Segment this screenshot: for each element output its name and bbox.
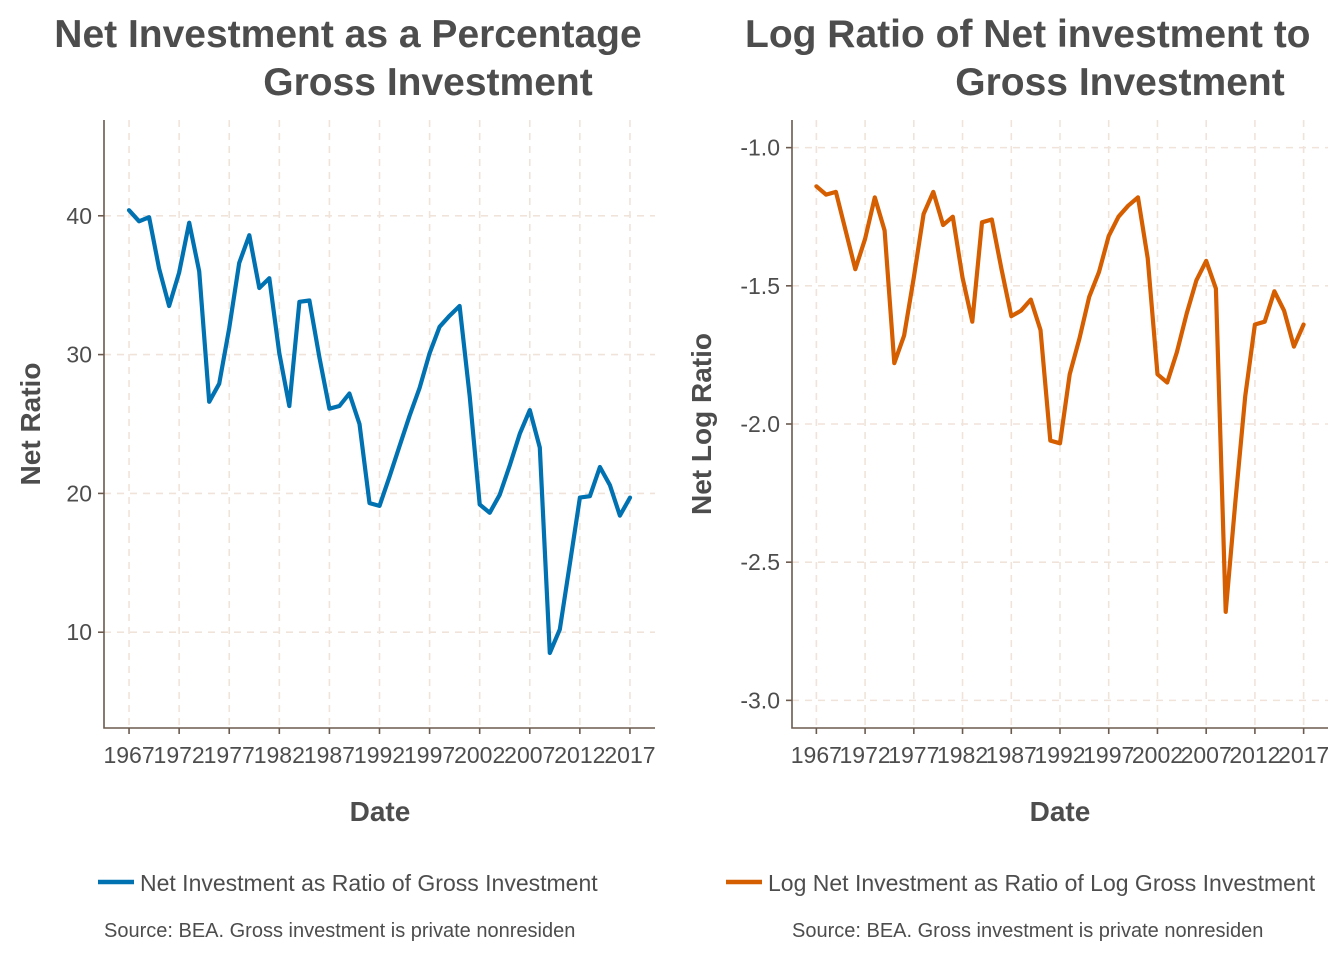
x-tick-label: 1967 (791, 742, 842, 768)
right-legend-label: Log Net Investment as Ratio of Log Gross… (768, 870, 1316, 896)
x-tick-label: 1972 (154, 742, 205, 768)
right-chart-title-line2: Gross Investment (955, 61, 1284, 104)
x-tick-label: 2007 (1181, 742, 1232, 768)
x-tick-label: 1987 (304, 742, 355, 768)
y-tick-label: 20 (66, 480, 92, 506)
x-tick-label: 2012 (1229, 742, 1280, 768)
x-tick-label: 1982 (254, 742, 305, 768)
y-tick-label: -1.5 (740, 273, 780, 299)
left-y-ticks: 10 20 30 40 (66, 203, 104, 645)
right-x-ticks: 1967197219771982198719921997200220072012… (791, 728, 1329, 768)
y-tick-label: -1.0 (740, 135, 780, 161)
left-series-line (126, 208, 633, 656)
x-tick-label: 1992 (354, 742, 405, 768)
right-y-axis-title: Net Log Ratio (686, 333, 717, 515)
x-tick-label: 1972 (840, 742, 891, 768)
y-tick-label: -2.5 (740, 549, 780, 575)
right-y-ticks: -3.0 -2.5 -2.0 -1.5 -1.0 (740, 135, 792, 713)
y-tick-label: -2.0 (740, 411, 780, 437)
right-grid (792, 120, 1328, 728)
left-panel: Net Investment as a Percentage Gross Inv… (15, 13, 656, 942)
y-tick-label: 40 (66, 203, 92, 229)
x-tick-label: 1992 (1034, 742, 1085, 768)
x-tick-label: 1982 (937, 742, 988, 768)
x-tick-label: 2017 (1278, 742, 1329, 768)
x-tick-label: 1987 (986, 742, 1037, 768)
x-tick-label: 1977 (204, 742, 255, 768)
y-tick-label: 10 (66, 619, 92, 645)
right-chart-title-line1: Log Ratio of Net investment to (745, 13, 1311, 56)
left-chart-title-line1: Net Investment as a Percentage (54, 13, 641, 56)
y-tick-label: 30 (66, 342, 92, 368)
left-x-axis-title: Date (350, 796, 411, 827)
left-x-ticks: 1967197219771982198719921997200220072012… (103, 728, 656, 768)
left-grid (104, 120, 655, 728)
y-tick-label: -3.0 (740, 687, 780, 713)
x-tick-label: 2002 (454, 742, 505, 768)
right-series-line (814, 184, 1306, 614)
x-tick-label: 1977 (888, 742, 939, 768)
left-y-axis-title: Net Ratio (15, 363, 46, 486)
right-axis-lines (791, 120, 1328, 729)
x-tick-label: 2007 (504, 742, 555, 768)
x-tick-label: 1997 (404, 742, 455, 768)
left-legend-label: Net Investment as Ratio of Gross Investm… (140, 870, 598, 896)
x-tick-label: 2002 (1132, 742, 1183, 768)
x-tick-label: 2017 (604, 742, 655, 768)
left-axis-lines (103, 120, 655, 729)
left-chart-title-line2: Gross Investment (263, 61, 592, 104)
right-caption: Source: BEA. Gross investment is private… (792, 920, 1263, 942)
x-tick-label: 1997 (1083, 742, 1134, 768)
right-x-axis-title: Date (1030, 796, 1091, 827)
left-caption: Source: BEA. Gross investment is private… (104, 920, 575, 942)
right-panel: Log Ratio of Net investment to Gross Inv… (686, 13, 1329, 942)
x-tick-label: 2012 (554, 742, 605, 768)
x-tick-label: 1967 (103, 742, 154, 768)
